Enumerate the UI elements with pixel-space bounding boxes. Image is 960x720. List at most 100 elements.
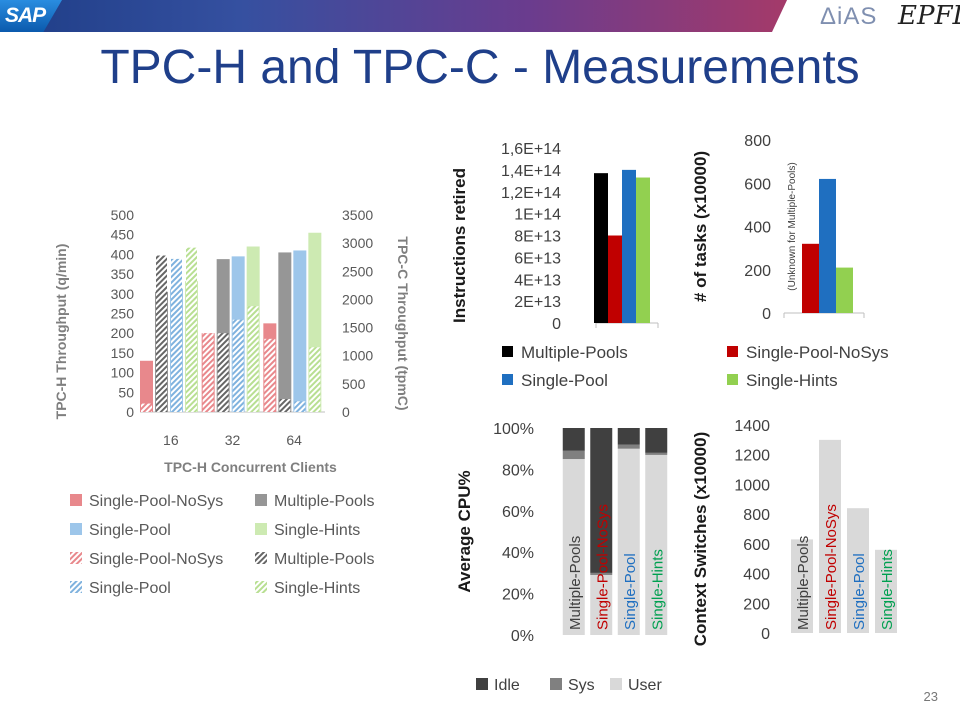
throughput-legend-label: Multiple-Pools	[274, 551, 374, 568]
cpu-legend-swatch	[610, 678, 622, 690]
instructions-ytick-label: 1E+14	[514, 207, 561, 224]
throughput-bar	[309, 347, 321, 412]
throughput-legend-swatch	[255, 523, 267, 535]
throughput-ytick-label: 150	[111, 345, 135, 361]
cpu-ylabel: Average CPU%	[455, 470, 474, 592]
shared-legend-group: Multiple-Pools Single-Pool-NoSys Single-Po…	[502, 343, 889, 390]
tasks-chart: 0 200 400 600 800 (Unknown for Multiple-Pools…	[691, 133, 865, 323]
ctx-ytick-label: 1400	[734, 418, 770, 435]
throughput-bar	[217, 333, 229, 412]
page-title: TPC-H and TPC-C - Measurements	[100, 41, 860, 94]
throughput-legend-swatch	[255, 494, 267, 506]
throughput-legend-swatch	[255, 581, 267, 593]
tasks-ytick-label: 400	[744, 220, 771, 237]
throughput-bar	[186, 247, 197, 412]
cpu-bar-segment	[617, 428, 640, 445]
cpu-ytick-label: 20%	[502, 587, 534, 604]
throughput-legend-label: Multiple-Pools	[274, 493, 374, 510]
ctx-ytick-label: 600	[743, 537, 770, 554]
throughput-y2tick-label: 500	[342, 376, 366, 392]
cpu-ytick-label: 100%	[493, 421, 534, 438]
throughput-y2tick-label: 0	[342, 404, 350, 420]
instructions-bar	[622, 169, 636, 323]
throughput-bar	[171, 258, 182, 412]
throughput-ytick-label: 500	[111, 207, 135, 223]
instructions-ytick-label: 8E+13	[514, 229, 561, 246]
cpu-bar-segment	[617, 444, 640, 449]
cpu-bar-segment	[645, 452, 668, 455]
ctx-category-label: Single-Pool-NoSys	[823, 504, 840, 630]
tasks-ytick-label: 0	[762, 306, 771, 323]
throughput-legend-label: Single-Hints	[274, 522, 360, 539]
ctx-ytick-label: 400	[743, 567, 770, 584]
throughput-y2tick-label: 1500	[342, 320, 373, 336]
tasks-ytick-label: 200	[744, 263, 771, 280]
shared-legend-swatch	[727, 374, 738, 385]
throughput-category-label: 64	[286, 432, 302, 448]
ctx-ylabel: Context Switches (x10000)	[691, 432, 710, 646]
cpu-ytick-label: 40%	[502, 545, 534, 562]
ctx-ytick-label: 800	[743, 507, 770, 524]
ctx-bar	[791, 539, 813, 633]
tasks-ytick-label: 600	[744, 176, 771, 193]
throughput-y2tick-label: 1000	[342, 348, 373, 364]
cpu-bar-segment	[562, 428, 585, 451]
ctx-category-label: Multiple-Pools	[795, 536, 812, 630]
tasks-ylabel: # of tasks (x10000)	[691, 151, 710, 302]
instructions-ytick-label: 1,4E+14	[501, 163, 561, 180]
cpu-bar-segment	[645, 454, 668, 635]
throughput-ytick-label: 300	[111, 286, 135, 302]
throughput-category-label: 32	[225, 432, 241, 448]
throughput-legend-label: Single-Pool	[89, 580, 171, 597]
ctx-bar	[847, 508, 869, 633]
cpu-ytick-label: 60%	[502, 504, 534, 521]
dias-logo: ΔiAS	[820, 3, 878, 30]
throughput-ytick-label: 100	[111, 365, 135, 381]
throughput-bar	[278, 252, 292, 412]
instructions-ytick-label: 0	[552, 316, 561, 333]
throughput-bar	[294, 401, 306, 412]
throughput-chart: 0 50 100 150 200 250 300 350 400 450 500 0 500 1000 15…	[53, 207, 411, 597]
cpu-category-label: Single-Hints	[649, 549, 666, 630]
throughput-legend-swatch	[70, 494, 82, 506]
shared-legend-swatch	[727, 346, 738, 357]
ctx-ytick-label: 200	[743, 596, 770, 613]
shared-legend-label: Single-Hints	[746, 371, 838, 390]
throughput-y2tick-label: 2000	[342, 291, 373, 307]
instructions-ylabel: Instructions retired	[450, 168, 469, 323]
throughput-bar	[264, 338, 276, 412]
tasks-bar	[836, 267, 853, 313]
shared-legend-label: Single-Pool-NoSys	[746, 343, 889, 362]
throughput-bar	[247, 306, 259, 412]
instructions-chart: 0 2E+13 4E+13 6E+13 8E+13 1E+14 1,2E+14 1,4E+14…	[450, 141, 659, 333]
throughput-legend-label: Single-Pool	[89, 522, 171, 539]
throughput-ytick-label: 50	[118, 384, 134, 400]
throughput-bar	[202, 333, 214, 412]
cpu-legend-label: Idle	[494, 677, 520, 694]
ctx-category-label: Single-Pool	[851, 553, 868, 630]
cpu-bar-segment	[590, 428, 613, 573]
cpu-bar-segment	[590, 574, 613, 635]
instructions-ytick-label: 1,2E+14	[501, 185, 561, 202]
throughput-legend-label: Single-Pool-NoSys	[89, 551, 223, 568]
throughput-bar	[293, 250, 307, 412]
shared-legend-swatch	[502, 346, 513, 357]
throughput-bar	[156, 255, 167, 412]
throughput-bar	[141, 403, 152, 412]
instructions-ytick-label: 1,6E+14	[501, 141, 561, 158]
shared-legend-swatch	[502, 374, 513, 385]
tasks-bar	[802, 243, 819, 313]
cpu-category-label: Single-Pool	[622, 553, 639, 630]
instructions-ytick-label: 6E+13	[514, 250, 561, 267]
shared-legend-label: Multiple-Pools	[521, 343, 628, 362]
ctx-ytick-label: 1200	[734, 448, 770, 465]
instructions-bar	[594, 173, 608, 323]
throughput-ytick-label: 0	[126, 404, 134, 420]
throughput-ytick-label: 450	[111, 227, 135, 243]
instructions-bar	[608, 235, 622, 323]
cpu-legend-swatch	[550, 678, 562, 690]
throughput-legend-swatch	[70, 552, 82, 564]
tasks-bar	[819, 178, 836, 313]
throughput-legend-swatch	[70, 523, 82, 535]
